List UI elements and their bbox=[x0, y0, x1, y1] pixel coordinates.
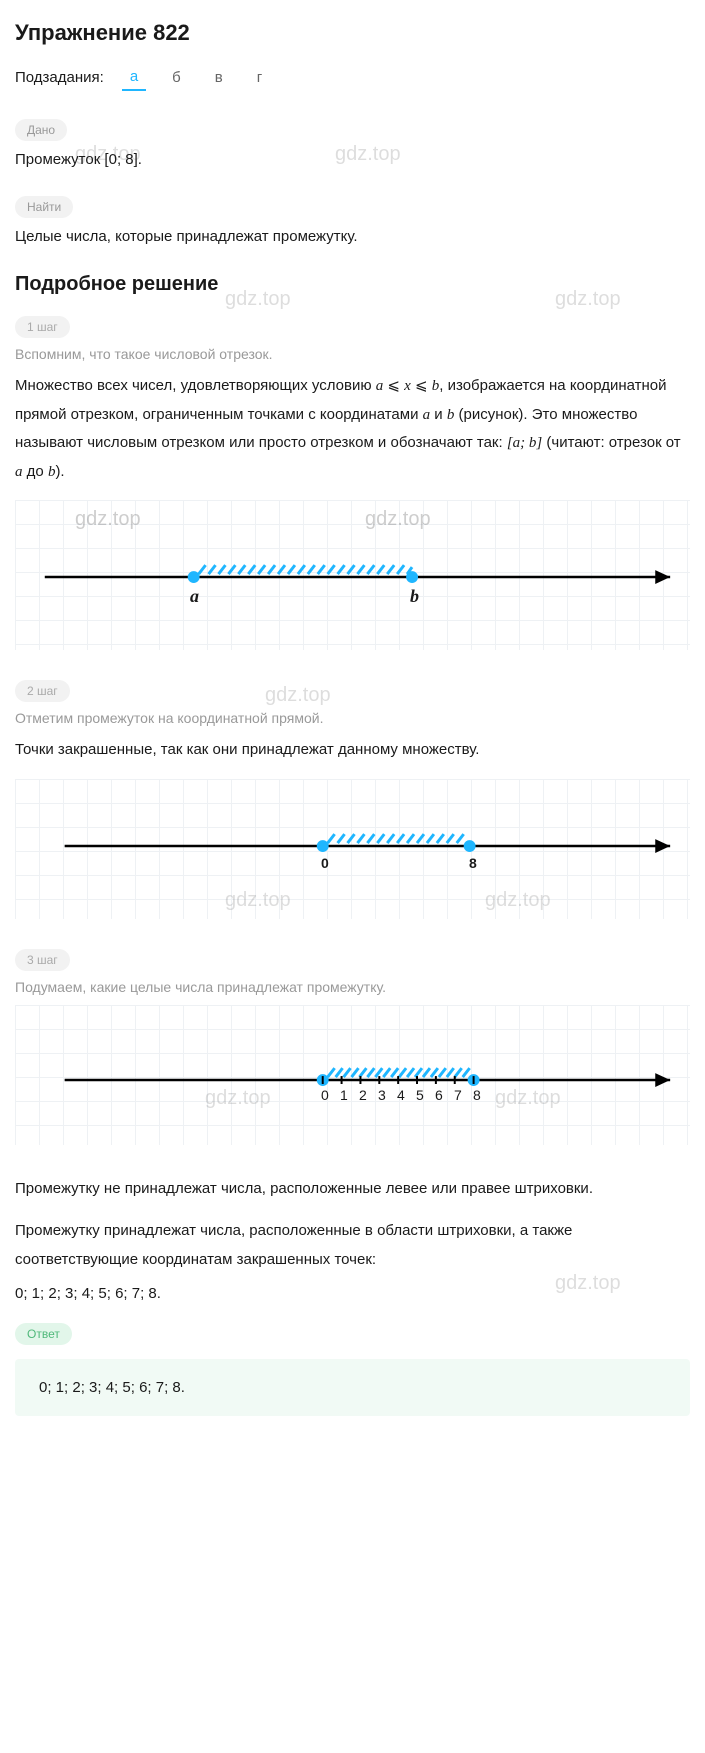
number-line-1 bbox=[15, 562, 690, 602]
tick-0: 0 bbox=[321, 1087, 329, 1103]
find-badge: Найти bbox=[15, 196, 73, 218]
tick-4: 4 bbox=[397, 1087, 405, 1103]
conclusion-2: Промежутку принадлежат числа, расположен… bbox=[15, 1217, 690, 1309]
conclusion-1: Промежутку не принадлежат числа, располо… bbox=[15, 1175, 690, 1204]
step1-badge: 1 шаг bbox=[15, 316, 70, 338]
diagram-1: gdz.top gdz.top a b bbox=[15, 500, 690, 650]
step3-badge: 3 шаг bbox=[15, 949, 70, 971]
answer-badge: Ответ bbox=[15, 1323, 72, 1345]
tab-b[interactable]: б bbox=[164, 65, 189, 90]
tick-2: 2 bbox=[359, 1087, 367, 1103]
diagram-2: 0 8 gdz.top gdz.top bbox=[15, 779, 690, 919]
tab-a[interactable]: а bbox=[122, 64, 146, 91]
tab-g[interactable]: г bbox=[249, 65, 270, 90]
diagram-3: 0 1 2 3 4 5 6 7 8 gdz.top gdz.top bbox=[15, 1005, 690, 1145]
watermark: gdz.top bbox=[75, 143, 141, 166]
step2-badge: 2 шаг bbox=[15, 680, 70, 702]
given-badge: Дано bbox=[15, 119, 67, 141]
number-line-2 bbox=[15, 831, 690, 871]
tick-7: 7 bbox=[454, 1087, 462, 1103]
watermark: gdz.top bbox=[225, 288, 291, 311]
step2-text: Точки закрашенные, так как они принадлеж… bbox=[15, 736, 690, 765]
page-title: Упражнение 822 bbox=[15, 20, 690, 46]
step1-text: Множество всех чисел, удовлетворяющих ус… bbox=[15, 372, 690, 486]
tick-8: 8 bbox=[473, 1087, 481, 1103]
label-8: 8 bbox=[469, 855, 477, 871]
number-line-3 bbox=[15, 1065, 690, 1105]
tick-6: 6 bbox=[435, 1087, 443, 1103]
watermark: gdz.top bbox=[485, 889, 551, 912]
watermark: gdz.top bbox=[335, 143, 401, 166]
watermark: gdz.top bbox=[555, 1264, 621, 1302]
watermark: gdz.top bbox=[225, 889, 291, 912]
step2-hint: Отметим промежуток на координатной прямо… bbox=[15, 710, 690, 726]
step1-hint: Вспомним, что такое числовой отрезок. bbox=[15, 346, 690, 362]
tab-v[interactable]: в bbox=[207, 65, 231, 90]
step3-hint: Подумаем, какие целые числа принадлежат … bbox=[15, 979, 690, 995]
subtasks-label: Подзадания: bbox=[15, 69, 104, 86]
watermark: gdz.top bbox=[205, 1087, 271, 1110]
watermark: gdz.top bbox=[495, 1087, 561, 1110]
label-0: 0 bbox=[321, 855, 329, 871]
tick-5: 5 bbox=[416, 1087, 424, 1103]
watermark: gdz.top bbox=[265, 684, 331, 707]
watermark: gdz.top bbox=[75, 508, 141, 531]
watermark: gdz.top bbox=[555, 288, 621, 311]
label-a: a bbox=[190, 586, 199, 607]
subtasks-row: Подзадания: а б в г bbox=[15, 64, 690, 91]
answer-box: 0; 1; 2; 3; 4; 5; 6; 7; 8. bbox=[15, 1359, 690, 1416]
tick-3: 3 bbox=[378, 1087, 386, 1103]
watermark: gdz.top bbox=[365, 508, 431, 531]
find-text: Целые числа, которые принадлежат промежу… bbox=[15, 226, 690, 247]
label-b: b bbox=[410, 586, 419, 607]
tick-1: 1 bbox=[340, 1087, 348, 1103]
